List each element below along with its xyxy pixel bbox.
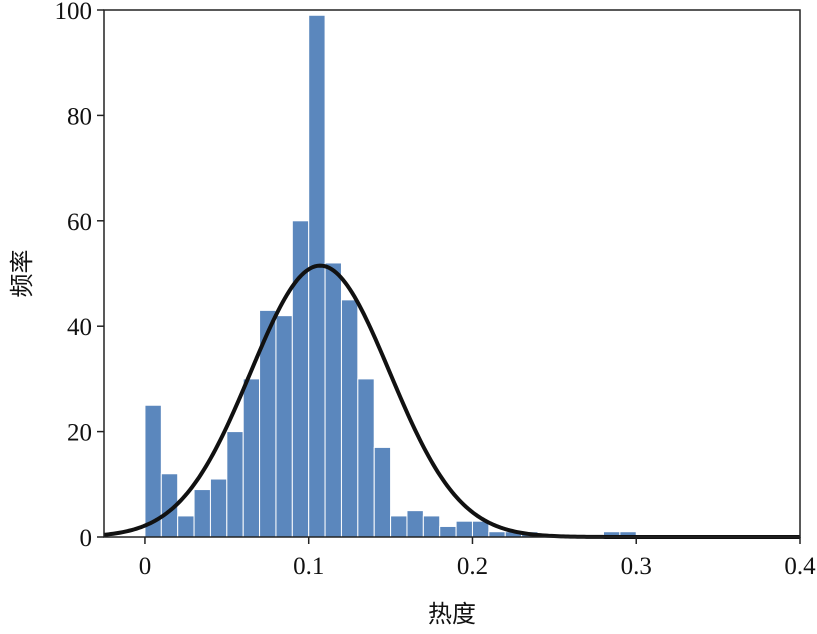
histogram-bar <box>357 378 375 538</box>
x-tick-label: 0.4 <box>784 553 816 580</box>
histogram-bar <box>308 14 326 538</box>
histogram-bar <box>373 446 392 538</box>
y-axis-ticks: 0 20 40 60 80 100 <box>55 0 104 552</box>
histogram-bar <box>242 378 261 538</box>
histogram-bar <box>193 489 211 538</box>
plot-frame <box>103 9 801 538</box>
histogram-bar <box>422 515 441 538</box>
x-axis-title: 热度 <box>428 600 476 628</box>
y-tick-label: 60 <box>67 209 92 236</box>
y-tick-label: 20 <box>67 420 92 447</box>
histogram-bar <box>390 515 408 538</box>
y-axis-title: 频率 <box>8 250 36 298</box>
histogram-bar <box>455 520 473 538</box>
histogram-bar <box>177 515 195 538</box>
x-tick-label: 0 <box>139 553 152 580</box>
x-tick-label: 0.2 <box>457 553 488 580</box>
histogram-bar <box>406 510 424 538</box>
histogram-bar <box>209 478 228 538</box>
y-tick-label: 40 <box>67 314 92 341</box>
histogram-bar <box>275 315 293 538</box>
y-tick-label: 80 <box>67 103 92 130</box>
histogram-bar <box>291 220 310 538</box>
histogram-bar <box>340 299 359 538</box>
histogram-bar <box>439 525 457 538</box>
x-axis-ticks: 0 0.1 0.2 0.3 0.4 <box>139 537 816 580</box>
x-tick-label: 0.3 <box>621 553 652 580</box>
histogram-bars <box>144 14 637 538</box>
y-tick-label: 100 <box>55 0 93 25</box>
histogram-bar <box>324 262 342 538</box>
x-tick-label: 0.1 <box>293 553 324 580</box>
histogram-bar <box>226 431 244 538</box>
histogram-bar <box>488 531 506 538</box>
y-tick-label: 0 <box>80 525 93 552</box>
